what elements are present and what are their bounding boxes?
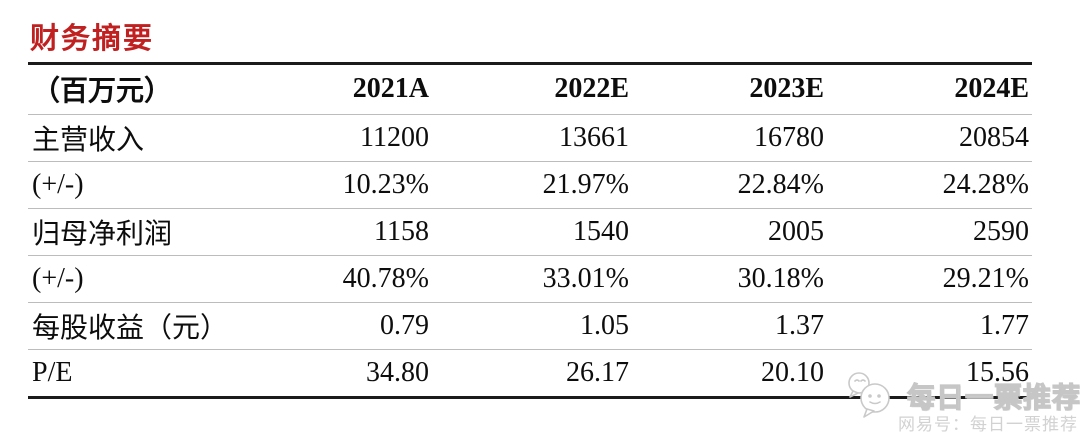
cell-value: 20854 xyxy=(827,114,1032,162)
col-header-2023e: 2023E xyxy=(632,65,827,115)
cell-value: 33.01% xyxy=(432,255,632,303)
col-header-2021a: 2021A xyxy=(278,65,432,115)
table-row-revenue: 主营收入 11200 13661 16780 20854 xyxy=(28,114,1032,162)
cell-value: 2005 xyxy=(632,208,827,256)
cell-value: 21.97% xyxy=(432,161,632,209)
table-row-eps: 每股收益（元） 0.79 1.05 1.37 1.77 xyxy=(28,302,1032,350)
cell-value: 24.28% xyxy=(827,161,1032,209)
cell-value: 26.17 xyxy=(566,356,629,388)
cell-value: 20.10 xyxy=(761,356,824,388)
cell-value: 10.23% xyxy=(278,161,432,209)
table-row-net-profit: 归母净利润 1158 1540 2005 2590 xyxy=(28,208,1032,256)
cell-value: 0.79 xyxy=(278,302,432,350)
cell-value: 1158 xyxy=(278,208,432,256)
table-row-revenue-growth: (+/-) 10.23% 21.97% 22.84% 24.28% xyxy=(28,161,1032,209)
watermark: 每日一票推荐 网易号：每日一票推荐 xyxy=(843,364,1080,442)
row-label: 归母净利润 xyxy=(28,208,278,256)
cell-value: 1.37 xyxy=(632,302,827,350)
cell-value: 2590 xyxy=(827,208,1032,256)
cell-value: 1.05 xyxy=(432,302,632,350)
table-row-pe: P/E 34.80 26.17 20.10 15.56 xyxy=(28,349,1032,396)
cell-value: 29.21% xyxy=(827,255,1032,303)
row-label: P/E xyxy=(32,356,73,388)
row-label: (+/-) xyxy=(28,255,278,303)
table-header-row: （百万元） 2021A 2022E 2023E 2024E xyxy=(28,65,1032,115)
row-label: 主营收入 xyxy=(28,114,278,162)
cell-value: 30.18% xyxy=(632,255,827,303)
cell-value: 34.80 xyxy=(366,356,429,388)
financial-summary-table: （百万元） 2021A 2022E 2023E 2024E 主营收入 11200… xyxy=(28,62,1032,399)
cell-value: 1540 xyxy=(432,208,632,256)
cell-value: 22.84% xyxy=(632,161,827,209)
watermark-account-text: 网易号：每日一票推荐 xyxy=(898,415,1078,434)
cell-value: 1.77 xyxy=(827,302,1032,350)
table-row-profit-growth: (+/-) 40.78% 33.01% 30.18% 29.21% xyxy=(28,255,1032,303)
row-label: 每股收益（元） xyxy=(28,302,278,350)
watermark-brand-text: 每日一票推荐 xyxy=(906,381,1080,413)
row-label: (+/-) xyxy=(28,161,278,209)
page-title: 财务摘要 xyxy=(30,23,155,55)
cell-value: 40.78% xyxy=(278,255,432,303)
col-header-2024e: 2024E xyxy=(827,65,1032,115)
cell-value: 15.56 xyxy=(966,356,1029,388)
cell-value: 11200 xyxy=(278,114,432,162)
cell-value: 16780 xyxy=(632,114,827,162)
col-header-2022e: 2022E xyxy=(432,65,632,115)
cell-value: 13661 xyxy=(432,114,632,162)
unit-header-cell: （百万元） xyxy=(28,65,278,115)
chat-bubbles-icon xyxy=(845,370,897,427)
